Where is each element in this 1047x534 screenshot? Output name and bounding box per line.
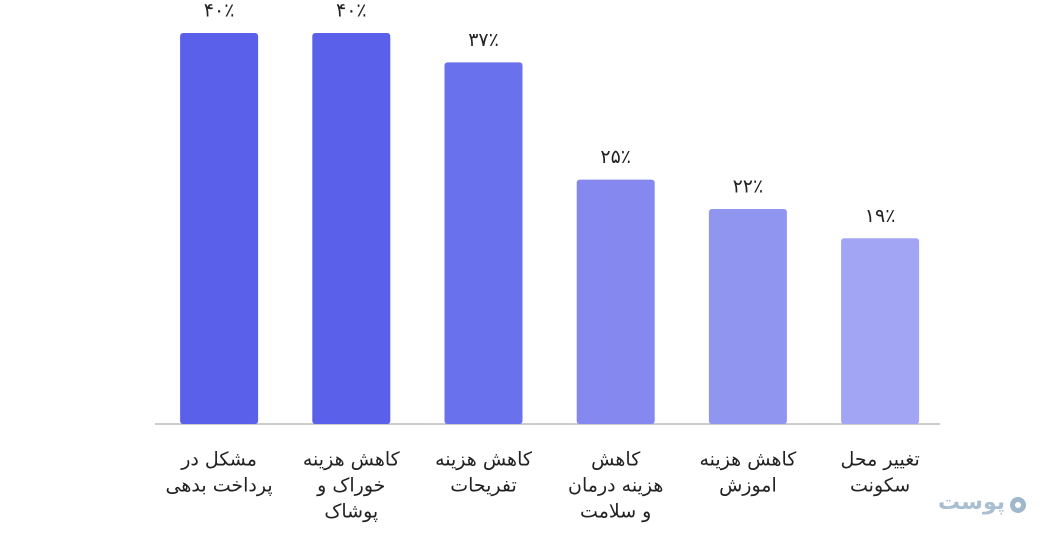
value-label: ۴۰٪ — [204, 0, 235, 22]
x-tick-label: مشکل در — [180, 449, 257, 471]
watermark-icon-dot — [1015, 502, 1021, 508]
bar — [841, 238, 920, 424]
x-tick-label: خوراک و — [316, 475, 385, 497]
bar — [708, 208, 787, 424]
value-label: ۱۹٪ — [865, 205, 896, 227]
x-tick-label: کاهش — [591, 449, 641, 471]
bar — [444, 62, 523, 424]
bar — [180, 33, 259, 424]
x-tick-label: کاهش هزینه — [435, 449, 533, 471]
x-tick-label: هزینه درمان — [568, 475, 663, 497]
value-label: ۲۵٪ — [600, 146, 631, 168]
x-tick-label: تفریحات — [450, 475, 517, 497]
value-label: ۳۷٪ — [468, 29, 499, 51]
bar — [312, 33, 391, 424]
watermark: پوست — [938, 490, 1005, 515]
x-tick-label: پوشاک — [324, 501, 378, 523]
x-tick-label: تغییر محل — [840, 449, 919, 471]
bar — [576, 179, 655, 424]
x-tick-label: کاهش هزینه — [303, 449, 401, 471]
value-label: ۲۲٪ — [733, 175, 764, 197]
x-tick-label: سکونت — [850, 475, 910, 497]
value-label: ۴۰٪ — [336, 0, 367, 22]
x-tick-label: کاهش هزینه — [699, 449, 797, 471]
x-tick-label: پرداخت بدهی — [166, 475, 273, 497]
x-tick-label: و سلامت — [580, 501, 651, 523]
x-tick-label: اموزش — [719, 475, 777, 497]
